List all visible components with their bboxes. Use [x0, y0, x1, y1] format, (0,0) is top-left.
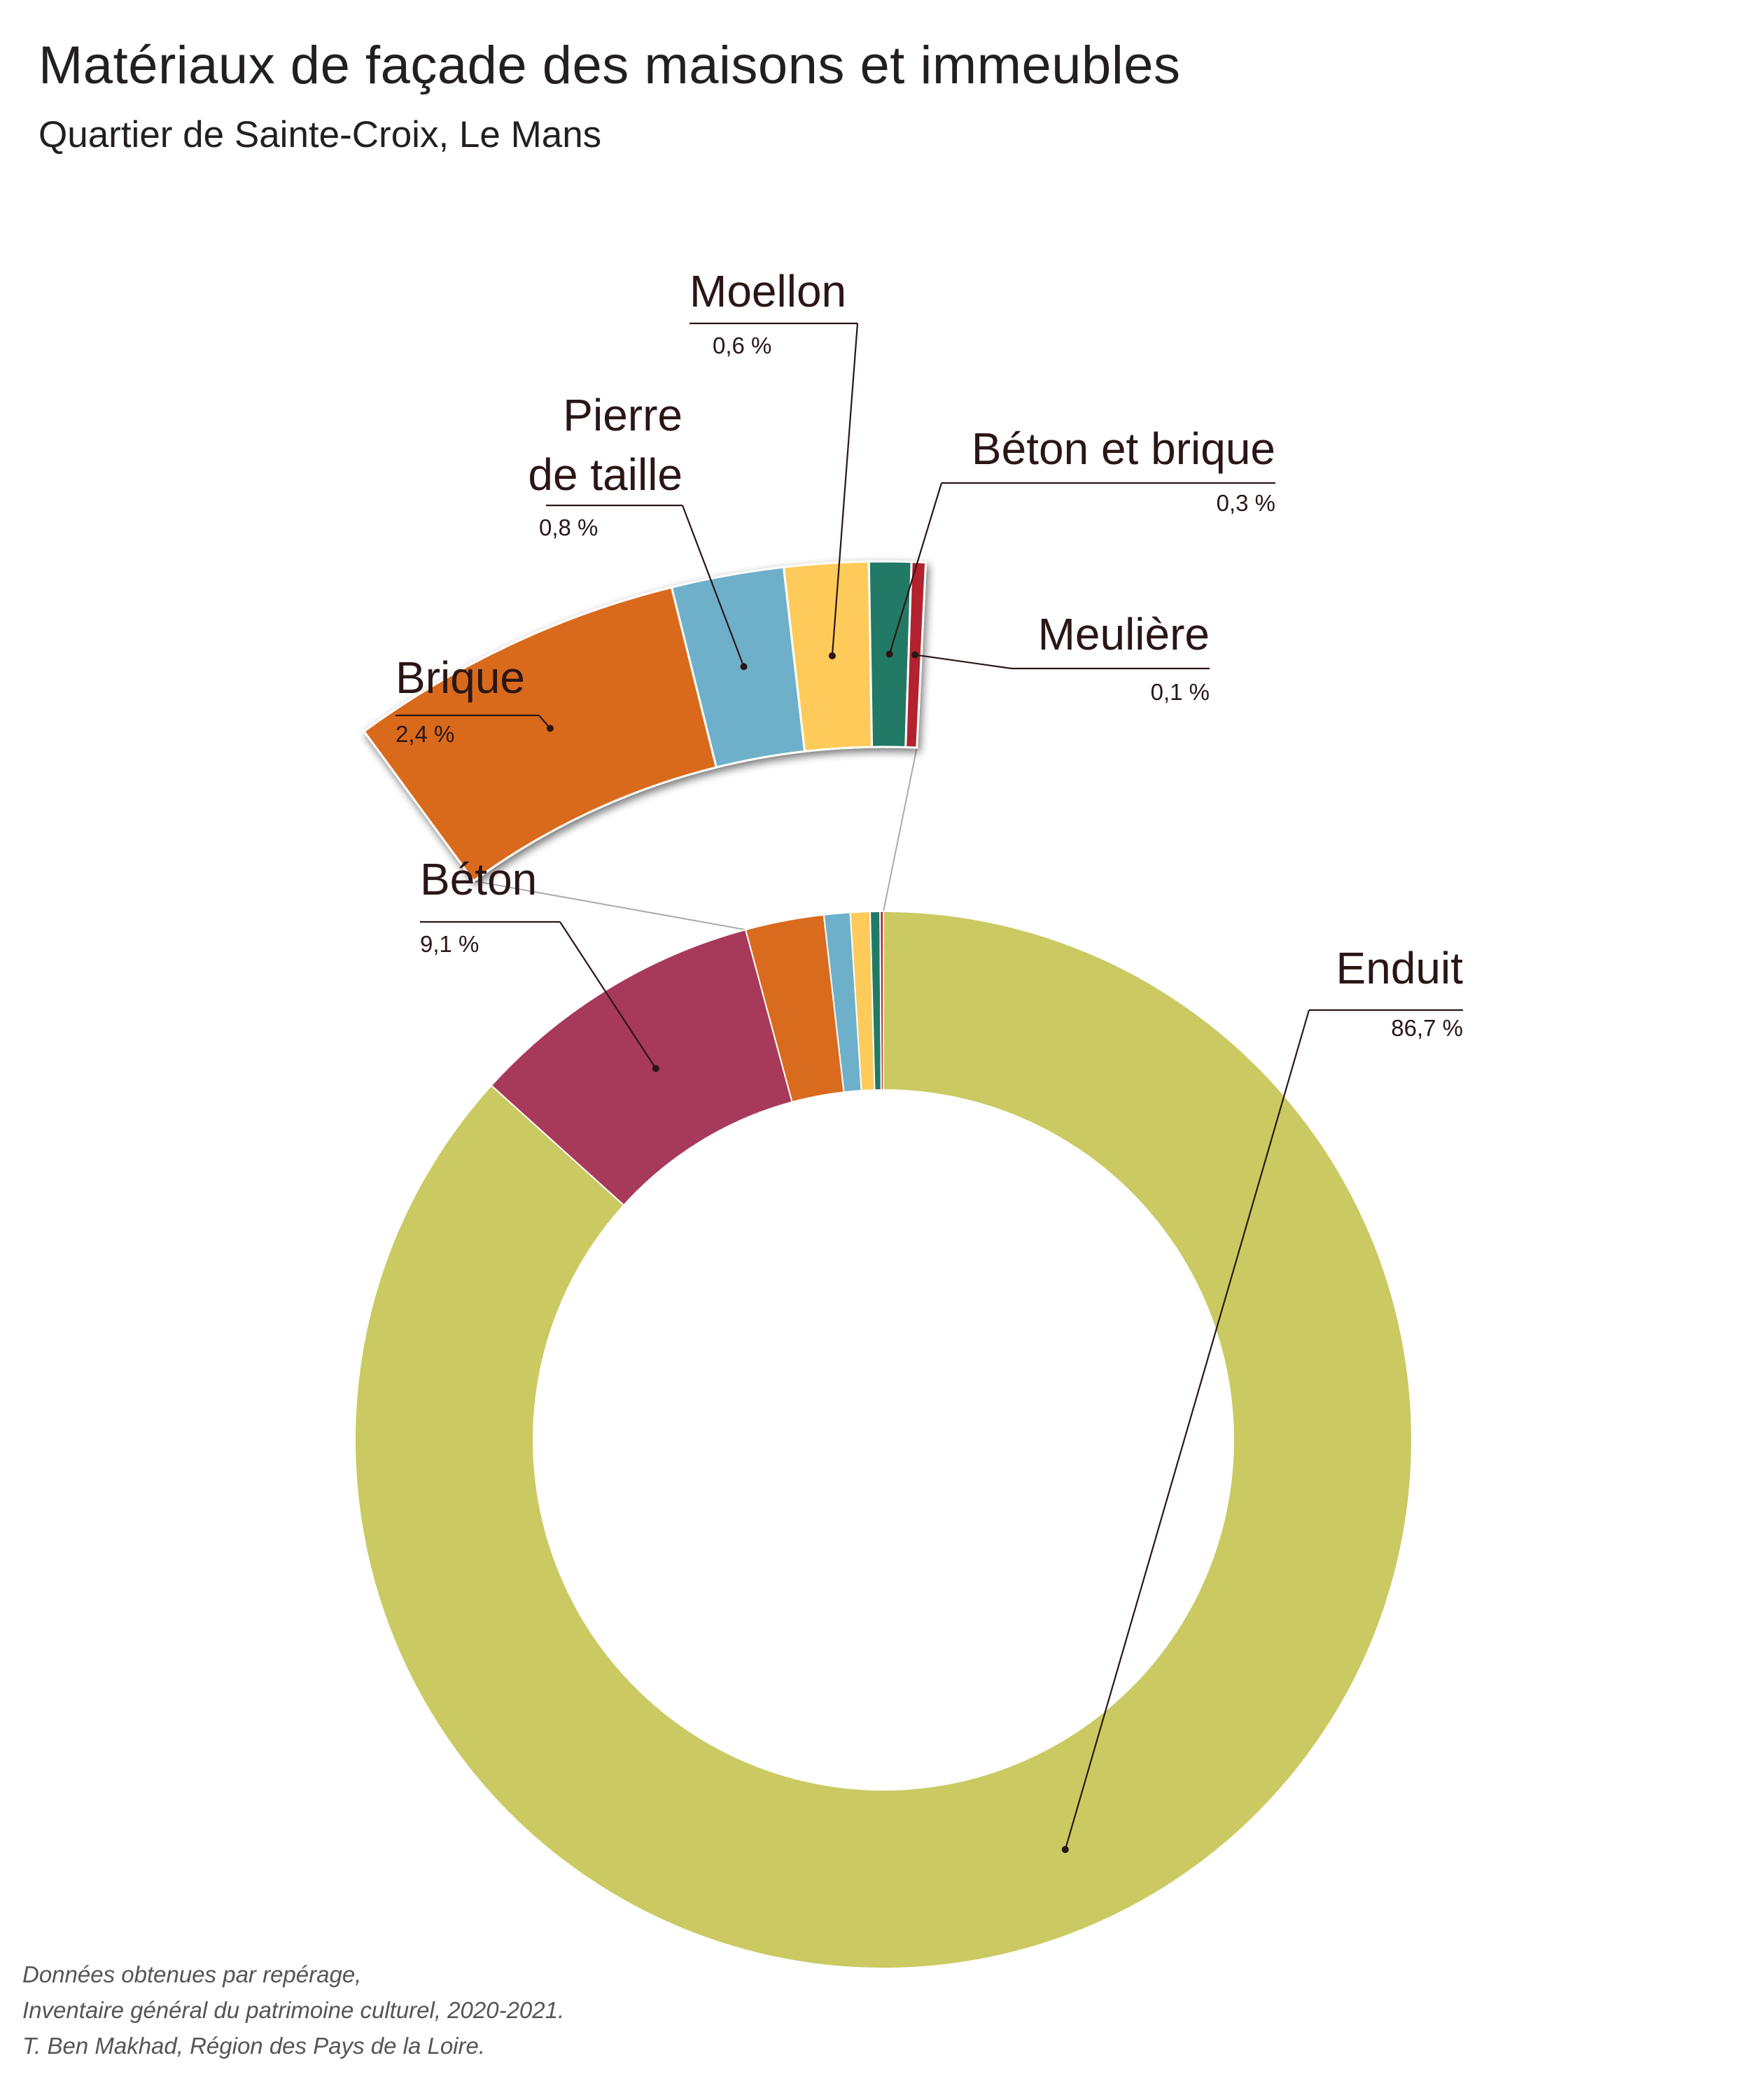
label-name-beton-et-brique: Béton et brique	[972, 424, 1275, 474]
main-ring	[354, 910, 1413, 1969]
leader-line-beton	[420, 920, 657, 1069]
label-name-pierre-de-taille-2: de taille	[528, 449, 682, 500]
label-pierre-de-taille: Pierre de taille 0,8 %	[528, 390, 748, 671]
leader-dot-enduit	[1061, 1846, 1069, 1854]
leader-dot-moellon	[828, 652, 836, 659]
leader-dot-beton	[652, 1065, 659, 1072]
label-name-enduit: Enduit	[1336, 943, 1464, 993]
leader-line-pierre-de-taille	[546, 504, 745, 667]
leader-dot-pierre-de-taille	[740, 663, 748, 671]
chart-subtitle: Quartier de Sainte-Croix, Le Mans	[38, 114, 602, 155]
label-value-beton: 9,1 %	[420, 931, 479, 957]
chart-title: Matériaux de façade des maisons et immeu…	[38, 36, 1181, 95]
label-value-brique: 2,4 %	[396, 721, 454, 747]
label-enduit: Enduit 86,7 %	[1061, 943, 1464, 1854]
source-line-2: Inventaire général du patrimoine culture…	[22, 1997, 565, 2023]
connector-line-2	[883, 747, 918, 912]
slice-labels: Enduit 86,7 % Béton 9,1 % Brique 2,4 % Pierre d…	[396, 266, 1464, 1854]
detail-connector	[473, 747, 918, 931]
leader-line-beton-et-brique	[888, 482, 1275, 654]
label-value-beton-et-brique: 0,3 %	[1217, 490, 1275, 516]
leader-line-moellon	[690, 322, 859, 656]
label-value-meuliere: 0,1 %	[1151, 679, 1210, 705]
label-name-brique: Brique	[396, 652, 525, 703]
source-line-3: T. Ben Makhad, Région des Pays de la Loi…	[22, 2033, 486, 2059]
label-value-enduit: 86,7 %	[1391, 1015, 1463, 1041]
source-line-1: Données obtenues par repérage,	[22, 1961, 362, 1987]
label-name-meuliere: Meulière	[1038, 609, 1210, 659]
label-beton-et-brique: Béton et brique 0,3 %	[886, 424, 1275, 658]
source-note: Données obtenues par repérage, Inventair…	[22, 1956, 564, 2064]
leader-line-enduit	[1064, 1009, 1463, 1850]
label-brique: Brique 2,4 %	[396, 652, 554, 747]
label-name-moellon: Moellon	[690, 266, 846, 316]
label-meuliere: Meulière 0,1 %	[911, 609, 1210, 705]
leader-line-meuliere	[914, 654, 1210, 670]
label-value-moellon: 0,6 %	[713, 332, 771, 358]
label-moellon: Moellon 0,6 %	[690, 266, 859, 659]
leader-dot-brique	[546, 724, 554, 732]
label-value-pierre-de-taille: 0,8 %	[539, 514, 598, 540]
slice-meuliere	[879, 910, 884, 1091]
slice-enduit	[354, 910, 1413, 1969]
label-name-pierre-de-taille-1: Pierre	[563, 390, 682, 440]
leader-dot-beton-et-brique	[886, 650, 893, 658]
label-name-beton: Béton	[420, 854, 537, 904]
connector-line-1	[473, 880, 746, 931]
label-beton: Béton 9,1 %	[420, 854, 659, 1072]
leader-dot-meuliere	[911, 651, 919, 659]
